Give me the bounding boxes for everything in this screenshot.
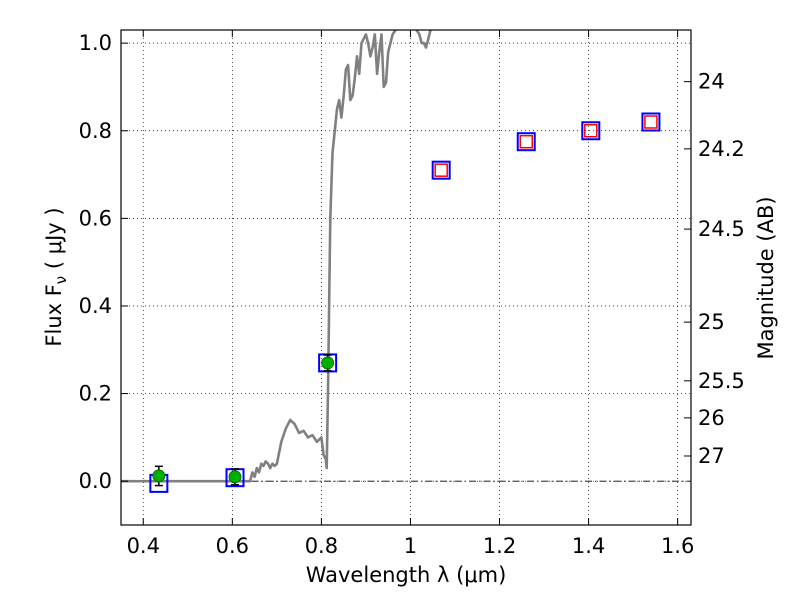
model-photometry-marker [641, 112, 661, 132]
detection-point [228, 470, 242, 484]
y-tick-label: 0.2 [79, 382, 112, 406]
upper-limit-marker [584, 124, 598, 138]
y-axis-title-main: Flux F [42, 284, 66, 346]
plot-area [121, 30, 691, 493]
x-tick-label: 0.6 [216, 534, 249, 558]
x-tick-label: 1 [404, 534, 417, 558]
upper-limit-marker [644, 115, 658, 129]
x-tick-label: 1.6 [661, 534, 694, 558]
magnitude-tick-label: 25 [698, 310, 725, 334]
plot-frame [120, 29, 692, 526]
magnitude-axis: 24 24.2 24.5 25 25.5 26 27 [684, 70, 745, 468]
x-tick-label: 1.2 [483, 534, 516, 558]
model-spectrum-line [121, 30, 432, 483]
y-axis-title: Flux Fν ( μJy ) [42, 207, 70, 346]
model-photometry-marker [581, 121, 601, 141]
x-axis-title: Wavelength λ (μm) [306, 563, 507, 587]
upper-limit-marker [519, 134, 533, 149]
y-tick-label: 0.8 [79, 119, 112, 143]
magnitude-tick-label: 24.2 [698, 137, 745, 161]
detection-point [152, 469, 166, 483]
model-photometry-marker [516, 132, 536, 152]
magnitude-tick-label: 24.5 [698, 217, 745, 241]
magnitude-tick-label: 27 [698, 444, 725, 468]
plot-background [121, 30, 691, 525]
y-axis-title-unit: ( μJy ) [42, 207, 66, 275]
x-tick-label: 0.8 [305, 534, 338, 558]
model-photometry-marker [431, 160, 451, 180]
x-tick-label: 0.4 [127, 534, 160, 558]
y-axis: 0.0 0.2 0.4 0.6 0.8 1.0 [79, 31, 128, 493]
y-axis-title-subscript: ν [52, 276, 70, 284]
y-tick-label: 0.6 [79, 206, 112, 230]
magnitude-tick-label: 24 [698, 70, 725, 94]
markers [149, 112, 661, 493]
detection-point [321, 356, 335, 370]
x-axis: 0.4 0.6 0.8 1 1.2 1.4 1.6 [127, 30, 694, 558]
upper-limit-marker [434, 163, 448, 177]
x-tick-label: 1.4 [572, 534, 605, 558]
magnitude-tick-label: 25.5 [698, 369, 745, 393]
magnitude-axis-title: Magnitude (AB) [754, 196, 778, 359]
y-tick-label: 1.0 [79, 31, 112, 55]
y-tick-label: 0.4 [79, 294, 112, 318]
y-tick-label: 0.0 [79, 469, 112, 493]
magnitude-tick-label: 26 [698, 406, 725, 430]
